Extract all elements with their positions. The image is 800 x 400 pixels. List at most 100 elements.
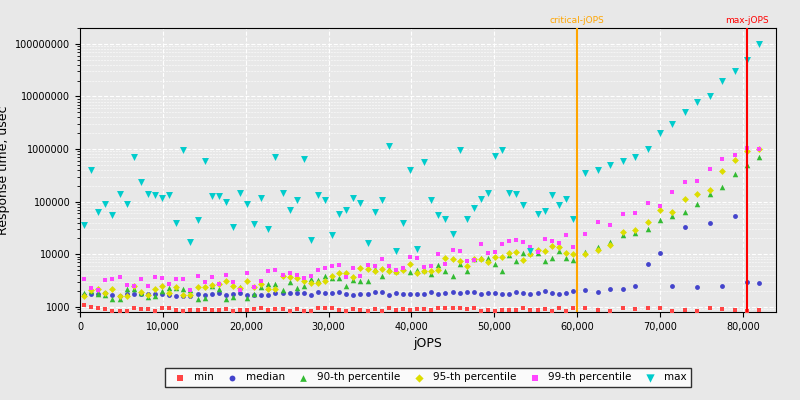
90-th percentile xyxy=(410,266,423,273)
min xyxy=(368,306,381,312)
min xyxy=(524,307,537,313)
max xyxy=(318,197,331,203)
min xyxy=(579,305,592,312)
min xyxy=(305,308,318,314)
max xyxy=(546,192,558,198)
95-th percentile xyxy=(474,255,487,262)
99-th percentile xyxy=(546,238,558,245)
99-th percentile xyxy=(269,267,282,274)
90-th percentile xyxy=(305,276,318,282)
90-th percentile xyxy=(382,266,395,272)
min xyxy=(361,308,374,314)
median xyxy=(390,290,402,296)
min xyxy=(226,308,239,314)
max xyxy=(361,240,374,246)
max xyxy=(410,245,423,252)
median xyxy=(248,292,261,298)
99-th percentile xyxy=(298,274,310,281)
max xyxy=(347,194,360,201)
min xyxy=(546,308,558,314)
95-th percentile xyxy=(347,274,360,280)
min xyxy=(616,305,629,311)
99-th percentile xyxy=(142,283,154,290)
max xyxy=(503,190,516,196)
99-th percentile xyxy=(85,284,98,291)
max xyxy=(531,211,544,218)
95-th percentile xyxy=(113,293,126,299)
90-th percentile xyxy=(162,285,175,291)
95-th percentile xyxy=(591,247,604,253)
max xyxy=(149,192,162,198)
min xyxy=(496,307,509,313)
max xyxy=(333,210,346,217)
min xyxy=(99,306,112,312)
99-th percentile xyxy=(219,272,232,278)
99-th percentile xyxy=(654,203,666,209)
90-th percentile xyxy=(616,232,629,238)
min xyxy=(439,305,452,312)
95-th percentile xyxy=(467,256,480,262)
99-th percentile xyxy=(78,276,90,282)
90-th percentile xyxy=(591,244,604,251)
99-th percentile xyxy=(629,210,642,216)
95-th percentile xyxy=(248,284,261,290)
median xyxy=(368,289,381,296)
max xyxy=(474,196,487,202)
min xyxy=(255,305,268,312)
min xyxy=(120,308,133,314)
max xyxy=(641,146,654,152)
95-th percentile xyxy=(184,292,197,298)
min xyxy=(177,307,190,314)
95-th percentile xyxy=(460,263,473,269)
min xyxy=(276,306,289,312)
99-th percentile xyxy=(418,263,430,270)
99-th percentile xyxy=(566,244,579,251)
min xyxy=(298,307,310,314)
99-th percentile xyxy=(354,273,367,279)
90-th percentile xyxy=(298,283,310,289)
90-th percentile xyxy=(85,288,98,294)
90-th percentile xyxy=(191,296,204,302)
99-th percentile xyxy=(170,276,182,282)
median xyxy=(262,292,274,298)
90-th percentile xyxy=(113,296,126,302)
min xyxy=(489,308,502,314)
95-th percentile xyxy=(446,256,459,262)
99-th percentile xyxy=(305,273,318,279)
max xyxy=(524,248,537,254)
99-th percentile xyxy=(375,256,388,262)
min xyxy=(127,305,140,311)
90-th percentile xyxy=(219,296,232,302)
90-th percentile xyxy=(198,294,211,301)
max xyxy=(142,191,154,197)
max xyxy=(269,154,282,160)
90-th percentile xyxy=(553,248,566,254)
median xyxy=(241,292,254,298)
99-th percentile xyxy=(234,286,246,293)
min xyxy=(446,304,459,311)
99-th percentile xyxy=(404,254,417,260)
median xyxy=(703,220,716,226)
min xyxy=(566,304,579,311)
99-th percentile xyxy=(425,263,438,269)
99-th percentile xyxy=(591,218,604,225)
max xyxy=(311,192,324,198)
median xyxy=(382,292,395,298)
90-th percentile xyxy=(262,281,274,287)
max xyxy=(629,154,642,160)
max xyxy=(226,224,239,230)
min xyxy=(604,308,617,314)
median xyxy=(432,290,445,297)
max xyxy=(99,200,112,207)
90-th percentile xyxy=(269,281,282,287)
median xyxy=(566,288,579,294)
min xyxy=(340,308,353,314)
90-th percentile xyxy=(276,287,289,293)
99-th percentile xyxy=(248,284,261,290)
99-th percentile xyxy=(517,239,530,245)
95-th percentile xyxy=(170,284,182,290)
90-th percentile xyxy=(226,294,239,300)
99-th percentile xyxy=(446,247,459,253)
min xyxy=(728,307,741,313)
median xyxy=(531,290,544,296)
